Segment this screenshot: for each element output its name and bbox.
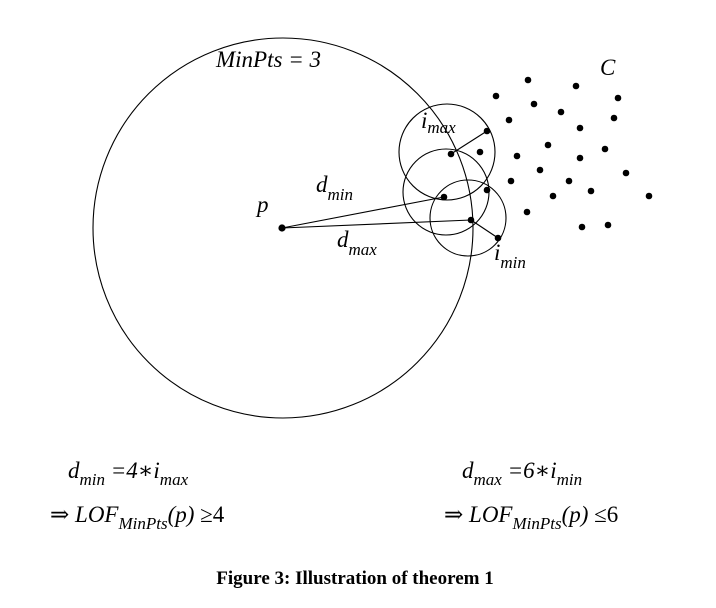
data-point	[601, 145, 609, 153]
point-p	[278, 224, 286, 232]
data-point	[536, 166, 544, 174]
data-point	[476, 148, 484, 156]
imax-line	[450, 130, 488, 155]
data-point	[524, 76, 532, 84]
data-point	[492, 92, 500, 100]
data-point	[604, 221, 612, 229]
dmin-label: dmin	[316, 172, 353, 204]
minpts-label: MinPts = 3	[215, 47, 321, 72]
neighborhood-circle-bottom	[429, 179, 507, 257]
data-point	[494, 234, 502, 242]
data-point	[483, 127, 491, 135]
data-point	[622, 169, 630, 177]
dmax-line	[281, 219, 472, 229]
formula-right-line2: ⇒ LOFMinPts(p) ≤6	[444, 502, 618, 533]
data-point	[530, 100, 538, 108]
data-point	[587, 187, 595, 195]
dmin-line	[281, 196, 445, 229]
data-point	[610, 114, 618, 122]
data-point	[523, 208, 531, 216]
data-point	[565, 177, 573, 185]
data-point	[557, 108, 565, 116]
cluster-label: C	[600, 55, 616, 80]
figure-caption: Figure 3: Illustration of theorem 1	[216, 568, 493, 589]
imin-label: imin	[494, 240, 526, 272]
data-point	[505, 116, 513, 124]
data-point	[507, 177, 515, 185]
formula-left-line2: ⇒ LOFMinPts(p) ≥4	[50, 502, 225, 533]
data-point	[576, 124, 584, 132]
point-p-label: p	[255, 192, 269, 217]
data-point	[614, 94, 622, 102]
data-point	[440, 193, 448, 201]
formula-right-line1: dmax =6∗imin	[462, 458, 582, 489]
imin-line	[470, 219, 499, 239]
data-point	[572, 82, 580, 90]
dmax-label: dmax	[337, 227, 377, 259]
large-circle	[92, 37, 474, 419]
data-point	[576, 154, 584, 162]
data-point	[467, 216, 475, 224]
data-point	[447, 150, 455, 158]
data-point	[578, 223, 586, 231]
data-point	[483, 186, 491, 194]
neighborhood-circle-top	[398, 103, 496, 201]
data-point	[645, 192, 653, 200]
formula-left-line1: dmin =4∗imax	[68, 458, 189, 489]
data-point	[544, 141, 552, 149]
data-point	[513, 152, 521, 160]
data-point	[549, 192, 557, 200]
imax-label: imax	[421, 108, 456, 137]
